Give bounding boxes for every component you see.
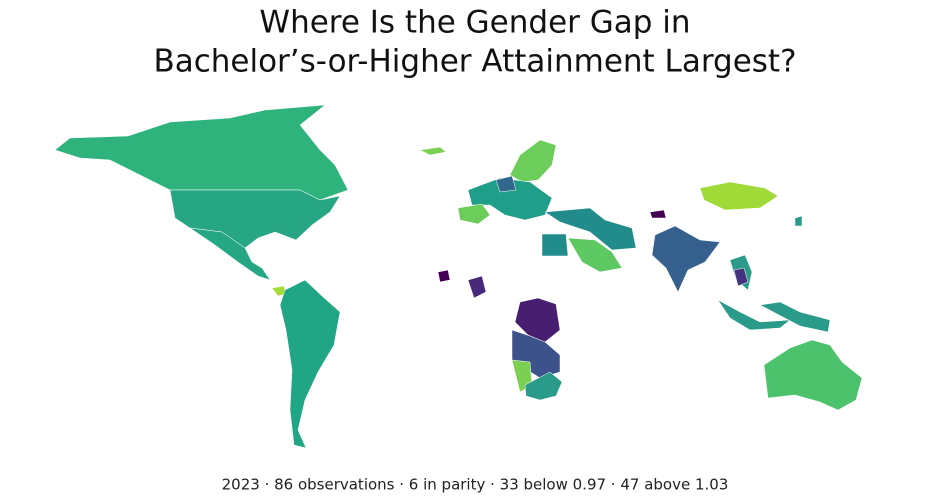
region [794,215,803,227]
title-line: Where Is the Gender Gap in [259,5,690,41]
region [457,203,491,225]
map [54,104,863,449]
region [509,139,557,183]
region [717,299,791,331]
region [419,146,447,156]
region [544,207,637,251]
region [541,233,569,257]
region [733,267,749,287]
region [763,339,863,411]
region [651,225,721,293]
region [759,301,831,333]
region [699,181,779,211]
title-line: Bachelor’s-or-Higher Attainment Largest? [153,44,796,80]
region [524,371,563,401]
region [649,209,667,219]
caption: 2023 · 86 observations · 6 in parity · 3… [222,476,729,494]
region [514,297,561,343]
region [169,189,341,249]
region [189,227,271,281]
region [54,104,349,201]
region [495,175,517,193]
region [437,269,451,283]
region [467,275,487,299]
region [567,237,623,273]
region [279,279,341,449]
